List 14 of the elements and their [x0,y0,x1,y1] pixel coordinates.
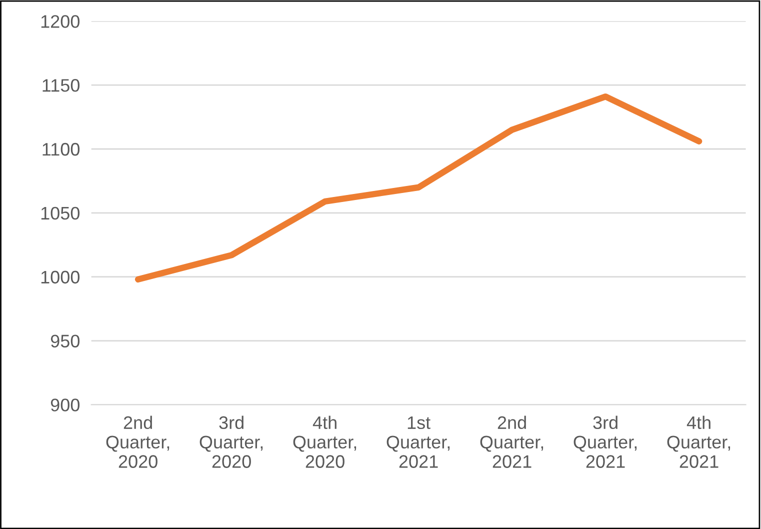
y-tick-label: 950 [50,334,80,348]
x-tick-label: 1st Quarter, 2021 [386,416,450,468]
y-tick-label: 1150 [42,79,80,92]
x-tick-label: 2nd Quarter, 2020 [106,416,170,468]
x-tick-label: 2nd Quarter, 2021 [480,416,544,468]
y-tick-label: 1000 [41,270,80,284]
x-tick-label: 3rd Quarter, 2020 [200,416,263,468]
y-tick-label: 1200 [41,15,80,28]
y-tick-label: 900 [50,398,80,412]
y-tick-label: 1100 [42,142,80,156]
x-tick-label: 4th Quarter, 2020 [293,416,356,468]
y-tick-label: 1050 [41,206,80,220]
x-tick-label: 3rd Quarter, 2021 [574,416,637,468]
x-tick-label: 4th Quarter, 2021 [667,416,730,468]
